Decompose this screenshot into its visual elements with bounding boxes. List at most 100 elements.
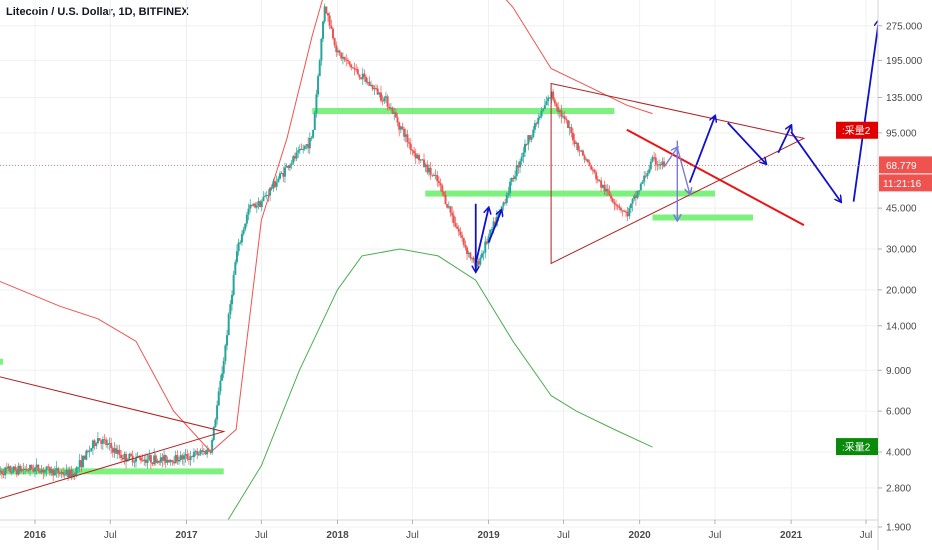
candle-body bbox=[414, 153, 417, 159]
candle-body bbox=[571, 133, 574, 141]
candle bbox=[32, 464, 35, 473]
support-zone bbox=[563, 108, 615, 115]
candle bbox=[47, 463, 50, 471]
candle-body bbox=[399, 126, 402, 130]
candle bbox=[265, 191, 268, 200]
candle bbox=[426, 160, 429, 175]
candle-body bbox=[144, 459, 147, 463]
candle bbox=[307, 137, 310, 154]
candle-body bbox=[378, 92, 381, 95]
candle-body bbox=[406, 134, 409, 143]
candle-body bbox=[591, 169, 594, 171]
candle-body bbox=[182, 455, 185, 460]
candle bbox=[588, 159, 591, 167]
candle bbox=[245, 211, 248, 227]
candle bbox=[545, 96, 548, 106]
candle-body bbox=[631, 199, 634, 204]
candle bbox=[628, 205, 631, 220]
candle-body bbox=[475, 261, 478, 267]
candle bbox=[187, 453, 190, 465]
candle bbox=[105, 437, 108, 448]
candle-body bbox=[101, 439, 104, 444]
candle-body bbox=[600, 180, 603, 188]
candle-body bbox=[457, 228, 460, 232]
candle-body bbox=[278, 173, 281, 179]
candle bbox=[341, 52, 344, 65]
candle-body bbox=[562, 116, 565, 118]
candle bbox=[631, 197, 634, 212]
candle bbox=[259, 199, 262, 208]
candle-body bbox=[103, 439, 106, 441]
candle-body bbox=[560, 110, 563, 117]
candle bbox=[414, 148, 417, 165]
candle bbox=[629, 203, 632, 213]
candle bbox=[386, 94, 389, 111]
candle-body bbox=[100, 440, 103, 444]
candle-body bbox=[191, 456, 194, 458]
candle bbox=[34, 466, 36, 478]
candle bbox=[401, 122, 404, 131]
indicator-badge bbox=[836, 438, 878, 456]
candle-body bbox=[538, 116, 541, 118]
candle-body bbox=[338, 50, 341, 53]
candle bbox=[517, 161, 520, 174]
candle-body bbox=[532, 129, 535, 138]
candle-body bbox=[315, 94, 318, 113]
candle bbox=[528, 134, 531, 143]
candle bbox=[35, 458, 38, 475]
candle bbox=[57, 466, 60, 479]
candle-body bbox=[646, 173, 649, 177]
candle-body bbox=[611, 198, 614, 203]
candle bbox=[244, 223, 247, 232]
candle-body bbox=[361, 73, 364, 80]
candle bbox=[653, 151, 656, 161]
candle-body bbox=[82, 455, 85, 468]
candle-body bbox=[151, 462, 154, 465]
candle bbox=[204, 449, 207, 456]
candle bbox=[300, 143, 303, 151]
candle-body bbox=[174, 455, 177, 464]
candle bbox=[283, 162, 286, 184]
time-tick-label: 2020 bbox=[629, 530, 652, 541]
candle-body bbox=[633, 195, 636, 200]
candle bbox=[197, 451, 200, 457]
candle-body bbox=[323, 6, 326, 22]
candle-body bbox=[199, 450, 202, 455]
candle bbox=[522, 146, 525, 164]
candle bbox=[403, 126, 406, 142]
candle-body bbox=[181, 455, 184, 460]
time-tick-label: Jul bbox=[709, 530, 722, 541]
candle-body bbox=[17, 465, 20, 475]
candle-body bbox=[427, 167, 430, 173]
price-tick-label: 135.000 bbox=[886, 93, 923, 104]
candle bbox=[181, 453, 184, 465]
candle bbox=[565, 116, 568, 124]
candle bbox=[437, 176, 440, 188]
candle bbox=[393, 107, 396, 121]
candle bbox=[100, 439, 103, 450]
candle-body bbox=[207, 449, 210, 452]
candle bbox=[408, 137, 411, 149]
candle bbox=[159, 453, 162, 466]
candle bbox=[340, 52, 343, 61]
candle-body bbox=[272, 181, 275, 189]
candle bbox=[207, 447, 210, 453]
candle-body bbox=[649, 161, 652, 170]
candle bbox=[328, 12, 331, 29]
candle bbox=[55, 461, 58, 478]
candle-body bbox=[35, 464, 38, 468]
candle bbox=[186, 449, 189, 462]
candle bbox=[644, 171, 647, 179]
candle-body bbox=[282, 173, 285, 177]
time-tick-label: 2016 bbox=[24, 530, 47, 541]
candle bbox=[532, 125, 535, 139]
candle-body bbox=[341, 56, 344, 59]
candle bbox=[325, 6, 328, 15]
candle bbox=[163, 450, 166, 466]
candle bbox=[158, 460, 161, 466]
candle bbox=[537, 113, 540, 129]
candle bbox=[573, 133, 576, 148]
candle-body bbox=[24, 469, 27, 471]
candle bbox=[338, 49, 341, 56]
candle bbox=[615, 199, 618, 210]
